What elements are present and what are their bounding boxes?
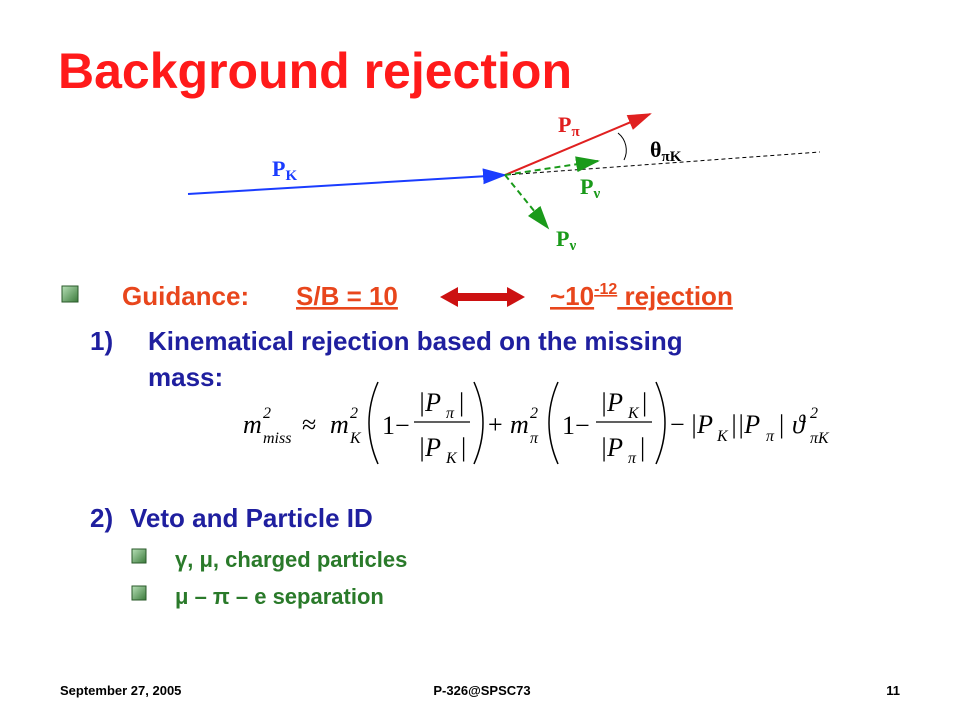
kinematics-diagram: PK Pπ Pν Pν θπK (187, 112, 821, 254)
angle-arc (617, 132, 627, 161)
item-number: 2) (90, 503, 113, 533)
formula-part: m (510, 410, 529, 439)
title: Background rejection (58, 43, 572, 99)
neutrino-arrow (504, 156, 600, 176)
formula-part: |P (600, 388, 623, 417)
formula-part: |P (690, 410, 713, 439)
formula-part: K (445, 450, 458, 467)
formula-part: π (628, 450, 637, 467)
formula-part: |P (418, 433, 441, 462)
formula-part: | (779, 410, 784, 439)
formula-part: 2 (263, 405, 271, 422)
formula-part: 2 (530, 405, 538, 422)
bullet (131, 585, 147, 601)
formula-part: |P (600, 433, 623, 462)
formula-part: | (640, 433, 645, 462)
footer-date: September 27, 2005 (60, 683, 181, 698)
formula-part: + (488, 410, 503, 439)
reference-line (504, 151, 821, 176)
formula-part: ≈ (302, 410, 316, 439)
formula-part: K (627, 405, 640, 422)
formula-part: π (446, 405, 455, 422)
paren (548, 381, 559, 465)
guidance-label: Guidance: (122, 281, 249, 311)
guidance-ratio: S/B = 10 (296, 281, 398, 311)
label: Pπ (558, 112, 580, 140)
formula-part: K (349, 430, 362, 447)
subitem: μ – π – e separation (175, 584, 384, 609)
guidance-rejection: ~10-12 rejection (550, 281, 733, 311)
bullet (131, 548, 147, 564)
formula-part: π (766, 428, 775, 445)
item-text: mass: (148, 362, 223, 392)
formula-part: π (530, 430, 539, 447)
formula-part: 1− (562, 411, 590, 440)
formula-part: m (243, 410, 262, 439)
formula-part: | (642, 388, 647, 417)
footer: September 27, 2005 P-326@SPSC73 11 (60, 683, 900, 698)
paren (473, 381, 484, 465)
formula-part: | (461, 433, 466, 462)
subitem: γ, μ, charged particles (175, 547, 407, 572)
formula-part: miss (263, 430, 291, 447)
item-list: 1) Kinematical rejection based on the mi… (90, 326, 683, 533)
item-number: 1) (90, 326, 113, 356)
formula-part: | (459, 388, 464, 417)
footer-center: P-326@SPSC73 (433, 683, 530, 698)
label: Pν (556, 226, 576, 254)
formula-part: πK (810, 430, 830, 447)
bullet (61, 285, 79, 303)
formula: m 2 miss ≈ m 2 K 1− |P π | |P K | + m 2 … (243, 381, 830, 467)
label: Pν (580, 174, 600, 202)
formula-part: K (716, 428, 729, 445)
formula-part: − (670, 410, 685, 439)
kaon-arrow (187, 168, 507, 195)
paren (655, 381, 666, 465)
formula-part: ϑ (792, 410, 806, 439)
neutrino-arrow (504, 174, 550, 230)
formula-part: 1− (382, 411, 410, 440)
label: PK (272, 156, 297, 184)
formula-part: 2 (350, 405, 358, 422)
formula-part: 2 (810, 405, 818, 422)
item-text: Veto and Particle ID (130, 503, 373, 533)
label: θπK (650, 137, 682, 165)
formula-part: ||P (730, 410, 760, 439)
double-arrow (440, 287, 525, 307)
formula-part: |P (418, 388, 441, 417)
formula-part: m (330, 410, 349, 439)
page-number: 11 (886, 683, 900, 698)
paren (368, 381, 379, 465)
pion-arrow (504, 113, 652, 176)
item-text: Kinematical rejection based on the missi… (148, 326, 683, 356)
guidance: Guidance: S/B = 10 ~10-12 rejection (122, 281, 733, 311)
